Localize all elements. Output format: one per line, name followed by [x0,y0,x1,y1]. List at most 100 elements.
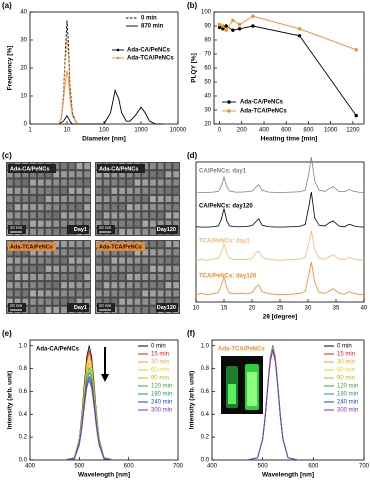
nanocrystal [30,249,36,256]
y-tick-label: 1.0 [201,343,210,349]
y-tick-label: 40 [20,10,27,16]
nanocrystal [165,241,172,248]
nanocrystal [45,265,52,272]
nanocrystal [7,298,13,305]
nanocrystal [84,204,90,211]
legend-label: Ada-CA/PeNCs [240,100,284,106]
y-tick-label: 60 [204,66,211,72]
nanocrystal [150,265,156,272]
nanocrystal [165,290,172,297]
nanocrystal [173,195,179,203]
legend-label: 90 min [151,376,169,382]
x-tick-label: 600 [124,464,135,470]
nanocrystal [37,273,44,281]
nanocrystal [37,179,44,186]
nanocrystal [22,187,29,194]
nanocrystal [142,204,149,211]
nanocrystal [134,212,141,219]
scale-label: 10 nm [99,225,112,230]
plot-frame [211,339,365,461]
nanocrystal [111,273,118,281]
y-tick-label: 10 [20,94,27,100]
nanocrystal [14,179,21,186]
nanocrystal [126,195,133,203]
nanocrystal [134,249,141,256]
nanocrystal [126,249,133,256]
legend-label: 300 min [151,408,172,414]
x-tick-label: 600 [281,128,292,134]
data-point [221,27,225,31]
nanocrystal [45,282,52,289]
image-label: Ada-CA/PeNCs [10,166,49,172]
nanocrystal [126,187,133,194]
nanocrystal [119,290,125,297]
nanocrystal [61,163,67,170]
nanocrystal [53,298,60,305]
nanocrystal [111,265,118,272]
nanocrystal [126,220,133,227]
plot-frame [213,11,365,125]
y-tick-label: 70 [204,52,211,58]
x-tick-label: 1200 [346,128,360,134]
nanocrystal [45,273,52,281]
y-axis-label: Frequency [%] [7,46,14,91]
legend-label: 30 min [337,360,355,366]
x-tick-label: 0 [218,128,222,134]
nanocrystal [45,179,52,186]
nanocrystal [165,163,172,170]
nanocrystal [142,179,149,186]
scale-box [97,225,115,234]
nanocrystal [157,220,164,227]
nanocrystal [14,249,21,256]
nanocrystal [76,171,83,178]
pattern-label: CA/PeNCs: day120 [199,204,253,210]
nanocrystal [103,179,110,186]
data-point [224,28,228,32]
nanocrystal [30,220,36,227]
nanocrystal [126,273,133,281]
y-tick-label: 0.4 [19,412,28,418]
x-axis-label: Diameter [nm] [82,136,126,143]
nanocrystal [126,204,133,211]
nanocrystal [53,204,60,211]
nanocrystal [45,306,52,313]
nanocrystal [76,273,83,281]
nanocrystal [22,273,29,281]
nanocrystal [84,273,90,281]
nanocrystal [142,228,149,235]
nanocrystal [53,187,60,194]
nanocrystal [7,282,13,289]
nanocrystal [76,241,83,248]
nanocrystal [134,195,141,203]
nanocrystal [14,282,21,289]
label-box [8,164,56,173]
nanocrystal [119,220,125,227]
scale-label: 10 nm [10,225,23,230]
nanocrystal [84,298,90,305]
y-axis-label: PLQY [%] [191,53,198,83]
nanocrystal [165,171,172,178]
nanocrystal [7,249,13,256]
nanocrystal [22,298,29,305]
nanocrystal [150,179,156,186]
nanocrystal [134,298,141,305]
x-tick-label: 700 [173,464,184,470]
data-point [297,34,302,38]
nanocrystal [53,171,60,178]
nanocrystal [14,298,21,305]
data-point [221,24,225,28]
x-tick-label: 500 [258,464,269,470]
nanocrystal [157,204,164,211]
nanocrystal [68,249,75,256]
y-tick-label: 0 [24,122,28,128]
legend-label: Ada-TCA/PeNCs [240,109,287,115]
nanocrystal [61,306,67,313]
nanocrystal [126,290,133,297]
nanocrystal [173,273,179,281]
nanocrystal [53,228,60,235]
nanocrystal [61,265,67,272]
nanocrystal [126,257,133,264]
nanocrystal [76,282,83,289]
nanocrystal [76,290,83,297]
nanocrystal [173,249,179,256]
